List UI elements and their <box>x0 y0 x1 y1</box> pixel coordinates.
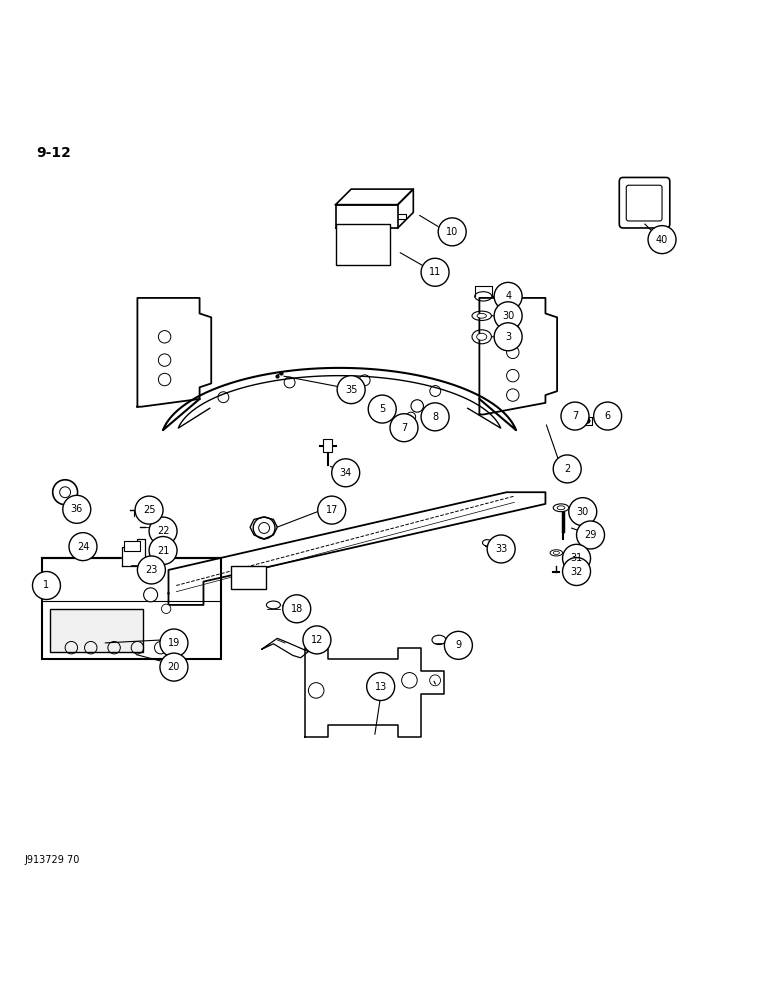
Circle shape <box>149 537 177 565</box>
Circle shape <box>495 282 522 310</box>
Circle shape <box>137 556 165 584</box>
Circle shape <box>562 544 590 572</box>
Ellipse shape <box>477 333 487 340</box>
FancyBboxPatch shape <box>619 177 670 228</box>
Circle shape <box>495 323 522 351</box>
Text: 11: 11 <box>429 267 441 277</box>
Text: 8: 8 <box>432 412 438 422</box>
Circle shape <box>390 414 418 442</box>
FancyBboxPatch shape <box>124 541 140 551</box>
Text: 30: 30 <box>502 311 514 321</box>
Text: 7: 7 <box>401 423 407 433</box>
Circle shape <box>488 535 515 563</box>
Text: 10: 10 <box>446 227 459 237</box>
Polygon shape <box>137 298 211 407</box>
Circle shape <box>160 653 188 681</box>
Ellipse shape <box>472 330 491 344</box>
Text: 24: 24 <box>76 542 89 552</box>
Circle shape <box>337 376 365 404</box>
Circle shape <box>562 558 590 585</box>
Text: 9-12: 9-12 <box>37 146 71 160</box>
Text: 1: 1 <box>44 580 50 590</box>
Text: 5: 5 <box>379 404 385 414</box>
Ellipse shape <box>475 292 492 301</box>
Text: 22: 22 <box>157 526 169 536</box>
Ellipse shape <box>267 601 281 609</box>
Polygon shape <box>262 638 308 658</box>
Circle shape <box>149 517 177 545</box>
FancyBboxPatch shape <box>323 439 332 452</box>
FancyBboxPatch shape <box>50 609 143 652</box>
Text: 7: 7 <box>572 411 578 421</box>
Text: 18: 18 <box>291 604 303 614</box>
Circle shape <box>144 588 158 602</box>
FancyBboxPatch shape <box>231 566 266 589</box>
Text: 40: 40 <box>656 235 668 245</box>
Text: 33: 33 <box>495 544 507 554</box>
Text: 32: 32 <box>570 567 583 577</box>
Text: 21: 21 <box>157 546 169 556</box>
Ellipse shape <box>553 504 569 512</box>
Text: 36: 36 <box>71 504 83 514</box>
Ellipse shape <box>557 506 565 510</box>
Circle shape <box>584 418 590 424</box>
Polygon shape <box>304 648 445 737</box>
Text: 2: 2 <box>564 464 570 474</box>
Text: 4: 4 <box>505 291 511 301</box>
FancyBboxPatch shape <box>335 224 390 265</box>
Polygon shape <box>168 492 545 605</box>
Ellipse shape <box>432 635 446 645</box>
Circle shape <box>332 459 360 487</box>
Circle shape <box>438 218 466 246</box>
Circle shape <box>368 395 396 423</box>
Circle shape <box>495 302 522 330</box>
Text: 9: 9 <box>456 640 462 650</box>
Circle shape <box>569 498 597 526</box>
Text: 13: 13 <box>374 682 387 692</box>
Text: J913729 70: J913729 70 <box>25 855 80 865</box>
Circle shape <box>317 496 346 524</box>
Circle shape <box>561 402 589 430</box>
Ellipse shape <box>553 551 559 554</box>
Text: 19: 19 <box>168 638 180 648</box>
Circle shape <box>421 258 449 286</box>
Circle shape <box>33 572 61 599</box>
Circle shape <box>69 533 97 561</box>
Ellipse shape <box>472 311 491 320</box>
Circle shape <box>648 226 676 254</box>
Ellipse shape <box>483 540 492 546</box>
Text: 12: 12 <box>310 635 323 645</box>
Text: 29: 29 <box>584 530 597 540</box>
Circle shape <box>303 626 331 654</box>
Text: 20: 20 <box>168 662 180 672</box>
Ellipse shape <box>477 313 487 318</box>
Circle shape <box>594 402 622 430</box>
Polygon shape <box>480 298 557 415</box>
FancyBboxPatch shape <box>626 185 662 221</box>
Text: 34: 34 <box>339 468 352 478</box>
Circle shape <box>576 521 604 549</box>
Circle shape <box>367 673 395 701</box>
Circle shape <box>161 604 171 613</box>
Circle shape <box>421 403 449 431</box>
Ellipse shape <box>550 550 562 556</box>
Text: 6: 6 <box>604 411 611 421</box>
Polygon shape <box>122 539 145 566</box>
Text: 17: 17 <box>325 505 338 515</box>
Circle shape <box>160 629 188 657</box>
Circle shape <box>62 495 90 523</box>
Text: 3: 3 <box>505 332 511 342</box>
Text: 35: 35 <box>345 385 357 395</box>
FancyBboxPatch shape <box>42 558 221 659</box>
Circle shape <box>135 496 163 524</box>
Text: 23: 23 <box>145 565 158 575</box>
Text: 25: 25 <box>143 505 155 515</box>
Text: 30: 30 <box>576 507 589 517</box>
Circle shape <box>282 595 310 623</box>
Circle shape <box>445 631 473 659</box>
Circle shape <box>553 455 581 483</box>
Text: 31: 31 <box>570 553 583 563</box>
